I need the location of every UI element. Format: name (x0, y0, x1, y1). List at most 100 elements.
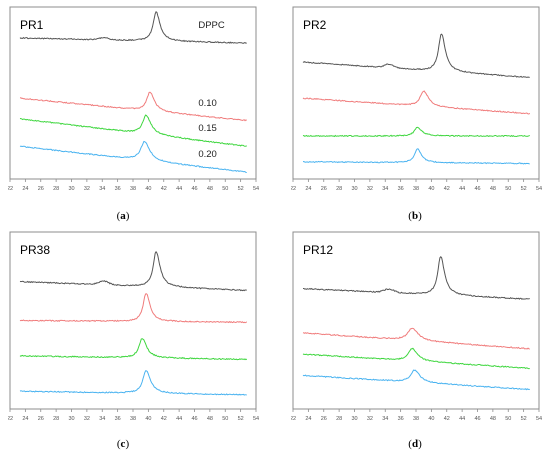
trace-line (302, 90, 531, 115)
x-tick-label: 46 (191, 416, 197, 422)
trace-line (19, 10, 247, 44)
x-tick-label: 46 (474, 186, 480, 192)
x-tick-label: 42 (161, 416, 167, 422)
x-tick-label: 34 (382, 416, 388, 422)
panel-label: PR1 (20, 18, 44, 32)
x-tick-label: 50 (222, 416, 228, 422)
x-tick-label: 30 (351, 186, 357, 192)
x-tick-label: 24 (305, 416, 311, 422)
x-tick-label: 32 (84, 416, 90, 422)
x-tick-label: 38 (130, 186, 136, 192)
plot-frame (9, 6, 257, 180)
x-tick-label: 34 (99, 186, 105, 192)
x-tick-label: 24 (305, 186, 311, 192)
x-tick-label: 44 (459, 416, 465, 422)
x-tick-label: 44 (176, 416, 182, 422)
x-tick-label: 44 (459, 186, 465, 192)
trace-line (302, 255, 530, 300)
x-tick-label: 42 (444, 186, 450, 192)
x-tick-label: 22 (291, 186, 296, 192)
trace-line (302, 33, 530, 78)
trace-label: 0.15 (198, 123, 217, 134)
x-tick-label: 32 (367, 186, 373, 192)
x-tick-label: 34 (99, 416, 105, 422)
x-tick-label: 54 (536, 186, 542, 192)
trace-line (19, 338, 248, 361)
x-tick-label: 38 (413, 416, 419, 422)
x-tick-label: 24 (22, 186, 28, 192)
panel-c-caption: (c) (116, 438, 130, 450)
trace-line (19, 370, 247, 396)
x-tick-label: 22 (8, 416, 13, 422)
x-tick-label: 52 (238, 186, 244, 192)
x-tick-label: 22 (291, 416, 296, 422)
x-tick-label: 40 (145, 186, 151, 192)
x-tick-label: 28 (336, 186, 342, 192)
panel-a-plot: PR1 22 24 26 28 30 32 34 36 38 40 42 44 46 48 50 52 54 DPP… (8, 6, 259, 192)
x-tick-label: 54 (253, 186, 259, 192)
panel-c-plot: PR38 22 24 26 28 30 32 34 36 38 40 42 44 46 48 50 52 54 (8, 231, 259, 422)
x-tick-label: 26 (38, 416, 44, 422)
x-tick-label: 54 (253, 416, 259, 422)
x-tick-label: 52 (521, 186, 527, 192)
x-tick-label: 30 (351, 416, 357, 422)
x-tick-label: 52 (238, 416, 244, 422)
panel-label: PR2 (303, 18, 327, 32)
trace-line (302, 327, 530, 350)
trace-label: 0.20 (198, 149, 217, 160)
x-tick-label: 22 (8, 186, 13, 192)
x-tick-label: 30 (68, 186, 74, 192)
x-tick-label: 48 (207, 186, 213, 192)
x-tick-label: 50 (505, 416, 511, 422)
x-tick-label: 48 (490, 416, 496, 422)
panel-b-plot: PR2 22 24 26 28 30 32 34 36 38 40 42 44 46 48 50 52 54 (291, 6, 542, 192)
x-tick-label: 28 (53, 186, 59, 192)
x-tick-label: 42 (161, 186, 167, 192)
trace-line (19, 293, 248, 324)
x-tick-label: 36 (115, 416, 121, 422)
x-tick-label: 40 (428, 416, 434, 422)
x-tick-label: 28 (336, 416, 342, 422)
trace-label: DPPC (198, 20, 225, 31)
x-tick-label: 24 (22, 416, 28, 422)
trace-line (302, 369, 530, 391)
trace-line (19, 140, 247, 174)
panel-label: PR38 (20, 243, 50, 257)
x-tick-label: 50 (222, 186, 228, 192)
x-tick-label: 38 (130, 416, 136, 422)
trace-line (302, 148, 530, 165)
trace-line (19, 114, 247, 147)
x-tick-label: 52 (521, 416, 527, 422)
plot-frame (292, 231, 540, 410)
x-tick-label: 30 (68, 416, 74, 422)
panel-label: PR12 (303, 243, 333, 257)
plot-frame (292, 6, 540, 180)
x-tick-label: 26 (321, 186, 327, 192)
x-tick-label: 50 (505, 186, 511, 192)
x-tick-label: 40 (145, 416, 151, 422)
x-tick-label: 36 (115, 186, 121, 192)
x-tick-label: 42 (444, 416, 450, 422)
x-tick-label: 48 (207, 416, 213, 422)
trace-line (19, 91, 247, 122)
x-tick-label: 26 (321, 416, 327, 422)
panel-d-plot: PR12 22 24 26 28 30 32 34 36 38 40 42 44 46 48 50 52 54 (291, 231, 542, 422)
x-tick-label: 32 (84, 186, 90, 192)
panel-a-caption: (a) (116, 210, 130, 222)
trace-line (19, 250, 247, 292)
x-tick-label: 54 (536, 416, 542, 422)
x-tick-label: 28 (53, 416, 59, 422)
x-tick-label: 26 (38, 186, 44, 192)
trace-line (302, 347, 530, 370)
x-tick-label: 48 (490, 186, 496, 192)
x-tick-label: 32 (367, 416, 373, 422)
x-tick-label: 36 (398, 186, 404, 192)
x-tick-label: 46 (474, 416, 480, 422)
x-tick-label: 38 (413, 186, 419, 192)
x-tick-label: 44 (176, 186, 182, 192)
x-tick-label: 40 (428, 186, 434, 192)
panel-b-caption: (b) (408, 210, 422, 222)
x-tick-label: 46 (191, 186, 197, 192)
trace-line (302, 126, 530, 138)
